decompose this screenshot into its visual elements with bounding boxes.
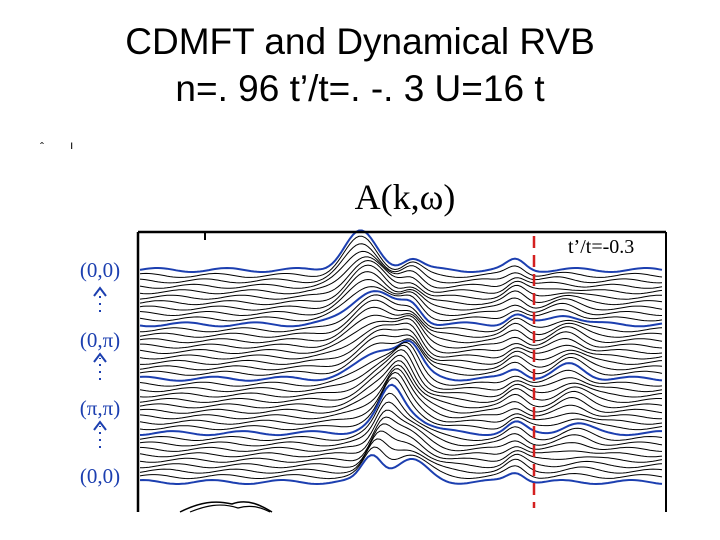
spectral-curve — [139, 438, 663, 474]
k-path-arrows — [93, 286, 107, 448]
spectral-curve — [139, 423, 663, 463]
slide-title: CDMFT and Dynamical RVB n=. 96 t’/t=. -.… — [0, 18, 720, 112]
spectral-curve — [140, 328, 663, 365]
highlight-spectral-curve — [139, 454, 663, 486]
spectral-curve — [139, 401, 663, 447]
k-path-arrowhead — [93, 352, 107, 363]
bottom-tail-curves — [179, 501, 273, 513]
k-label-m-point: (π,π) — [79, 396, 121, 420]
spectral-curve — [139, 299, 663, 338]
spectral-curve — [139, 364, 663, 414]
spectral-curve — [140, 430, 663, 469]
slide-title-line-1: CDMFT and Dynamical RVB — [125, 21, 595, 62]
spectral-curve — [139, 256, 663, 295]
spectral-curve — [139, 294, 663, 333]
stray-mark-dot: ı — [70, 138, 74, 152]
spectral-curve — [139, 271, 663, 311]
spectral-curve — [139, 286, 663, 322]
figure-title: A(k,ω) — [354, 177, 456, 217]
spectral-curve — [139, 354, 663, 404]
spectral-curve — [139, 377, 663, 431]
k-label-x-point: (0,π) — [79, 328, 121, 352]
stray-mark-caret: ˆ — [40, 140, 44, 154]
spectral-curve — [139, 409, 663, 452]
spectral-curve — [139, 306, 663, 344]
spectral-curve — [139, 250, 663, 289]
spectral-curve — [139, 360, 663, 409]
spectral-curves — [139, 229, 663, 486]
highlight-spectral-curve — [139, 290, 663, 328]
hopping-ratio-label: t’/t=-0.3 — [566, 236, 637, 259]
spectral-curve — [139, 392, 663, 442]
spectral-curve — [139, 416, 663, 458]
k-path-arrowhead — [93, 420, 107, 431]
spectral-curve — [139, 349, 663, 398]
highlight-spectral-curve — [139, 383, 662, 437]
slide-title-line-2: n=. 96 t’/t=. -. 3 U=16 t — [175, 68, 545, 109]
spectral-curve — [139, 264, 663, 306]
spectral-curve — [139, 368, 663, 420]
plot-frame — [136, 230, 667, 512]
spectral-curve — [140, 314, 663, 349]
tail-curve — [189, 504, 271, 513]
spectral-curve — [139, 243, 663, 284]
spectral-curve — [139, 235, 663, 278]
tail-curve — [179, 501, 273, 513]
k-label-gamma-bottom: (0,0) — [79, 464, 121, 488]
k-path-arrowhead — [93, 286, 107, 297]
spectral-curve — [139, 259, 662, 300]
spectral-curve — [139, 371, 663, 425]
spectral-curve — [139, 278, 663, 317]
spectral-curve — [139, 317, 663, 354]
spectral-curve — [139, 322, 663, 360]
spectral-curve — [139, 338, 663, 376]
k-label-gamma-top: (0,0) — [79, 258, 121, 282]
spectral-curve — [139, 446, 663, 480]
highlight-spectral-curve — [139, 229, 663, 274]
spectral-curve — [139, 344, 663, 393]
spectral-curve — [139, 334, 663, 371]
spectral-curve — [139, 341, 663, 387]
